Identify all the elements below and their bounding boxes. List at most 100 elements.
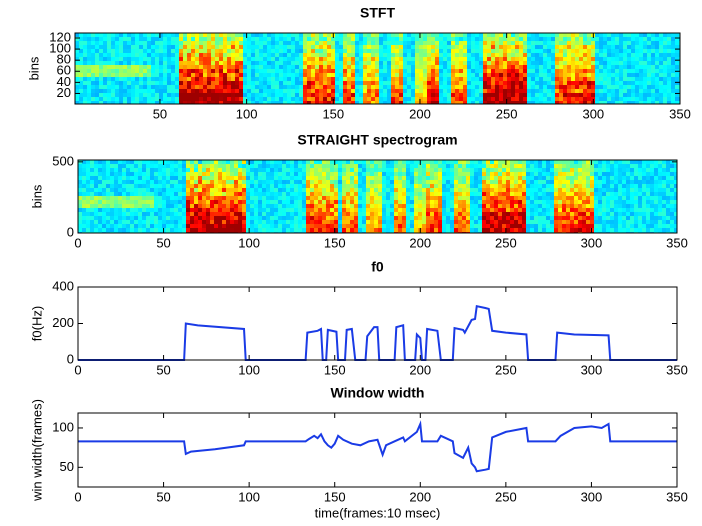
- spectrogram-cell: [194, 204, 198, 208]
- spectrogram-cell: [639, 37, 643, 41]
- spectrogram-cell: [375, 61, 379, 65]
- spectrogram-cell: [459, 73, 463, 77]
- spectrogram-cell: [131, 77, 135, 81]
- spectrogram-cell: [234, 220, 238, 224]
- spectrogram-cell: [283, 85, 287, 89]
- spectrogram-cell: [391, 69, 395, 73]
- spectrogram-cell: [103, 69, 107, 73]
- spectrogram-cell: [167, 57, 171, 61]
- spectrogram-cell: [134, 172, 138, 176]
- spectrogram-cell: [406, 200, 410, 204]
- spectrogram-cell: [158, 200, 162, 204]
- spectrogram-cell: [111, 49, 115, 53]
- spectrogram-cell: [494, 184, 498, 188]
- spectrogram: [78, 160, 677, 233]
- spectrogram-cell: [667, 89, 671, 93]
- spectrogram-cell: [379, 73, 383, 77]
- spectrogram-cell: [119, 77, 123, 81]
- spectrogram-cell: [363, 41, 367, 45]
- spectrogram-cell: [351, 41, 355, 45]
- spectrogram-cell: [191, 37, 195, 41]
- spectrogram-cell: [403, 93, 407, 97]
- spectrogram-cell: [126, 164, 130, 168]
- spectrogram-cell: [611, 33, 615, 37]
- spectrogram-cell: [303, 69, 307, 73]
- spectrogram-cell: [619, 97, 623, 101]
- spectrogram-cell: [243, 41, 247, 45]
- spectrogram-cell: [342, 188, 346, 192]
- spectrogram-cell: [186, 208, 190, 212]
- spectrogram-cell: [211, 57, 215, 61]
- spectrogram-cell: [519, 85, 523, 89]
- spectrogram-cell: [551, 37, 555, 41]
- spectrogram-cell: [195, 61, 199, 65]
- spectrogram-cell: [146, 216, 150, 220]
- spectrogram-cell: [575, 41, 579, 45]
- spectrogram-cell: [130, 212, 134, 216]
- spectrogram-cell: [263, 81, 267, 85]
- spectrogram-cell: [623, 81, 627, 85]
- spectrogram-cell: [466, 208, 470, 212]
- spectrogram-cell: [78, 216, 82, 220]
- spectrogram-cell: [391, 77, 395, 81]
- spectrogram-cell: [206, 192, 210, 196]
- spectrogram-cell: [419, 53, 423, 57]
- spectrogram-cell: [383, 65, 387, 69]
- spectrogram-cell: [214, 192, 218, 196]
- spectrogram-cell: [350, 228, 354, 232]
- spectrogram-cell: [127, 53, 131, 57]
- spectrogram-cell: [607, 37, 611, 41]
- spectrogram-cell: [390, 196, 394, 200]
- spectrogram-cell: [347, 93, 351, 97]
- spectrogram-cell: [143, 41, 147, 45]
- spectrogram-cell: [619, 93, 623, 97]
- spectrogram-cell: [122, 196, 126, 200]
- spectrogram-cell: [335, 49, 339, 53]
- spectrogram-cell: [250, 208, 254, 212]
- spectrogram-cell: [378, 196, 382, 200]
- spectrogram-cell: [270, 184, 274, 188]
- spectrogram-cell: [367, 93, 371, 97]
- spectrogram-cell: [223, 61, 227, 65]
- spectrogram-cell: [386, 180, 390, 184]
- spectrogram-cell: [415, 65, 419, 69]
- spectrogram-cell: [366, 228, 370, 232]
- x-tick-label: 150: [322, 106, 344, 121]
- spectrogram-cell: [455, 61, 459, 65]
- spectrogram-cell: [374, 192, 378, 196]
- spectrogram-cell: [263, 33, 267, 37]
- spectrogram-cell: [530, 196, 534, 200]
- x-tick-label: 100: [236, 106, 258, 121]
- spectrogram-cell: [171, 93, 175, 97]
- spectrogram-cell: [643, 77, 647, 81]
- spectrogram-cell: [651, 41, 655, 45]
- spectrogram-cell: [623, 37, 627, 41]
- y-axis-label: bins: [26, 56, 41, 80]
- spectrogram-cell: [395, 97, 399, 101]
- spectrogram-cell: [407, 41, 411, 45]
- spectrogram-cell: [146, 212, 150, 216]
- spectrogram-cell: [555, 53, 559, 57]
- spectrogram-cell: [354, 184, 358, 188]
- spectrogram-cell: [515, 77, 519, 81]
- spectrogram-cell: [146, 228, 150, 232]
- spectrogram-cell: [263, 73, 267, 77]
- spectrogram-cell: [282, 212, 286, 216]
- spectrogram-cell: [107, 69, 111, 73]
- spectrogram-cell: [330, 228, 334, 232]
- spectrogram-cell: [627, 61, 631, 65]
- spectrogram-cell: [130, 196, 134, 200]
- spectrogram-cell: [651, 33, 655, 37]
- spectrogram-cell: [386, 200, 390, 204]
- spectrogram-cell: [119, 69, 123, 73]
- spectrogram-cell: [347, 85, 351, 89]
- spectrogram-cell: [351, 85, 355, 89]
- spectrogram-cell: [123, 49, 127, 53]
- spectrogram-cell: [395, 93, 399, 97]
- spectrogram-cell: [335, 33, 339, 37]
- spectrogram-cell: [142, 184, 146, 188]
- spectrogram-cell: [202, 208, 206, 212]
- spectrogram-cell: [282, 176, 286, 180]
- spectrogram-cell: [146, 172, 150, 176]
